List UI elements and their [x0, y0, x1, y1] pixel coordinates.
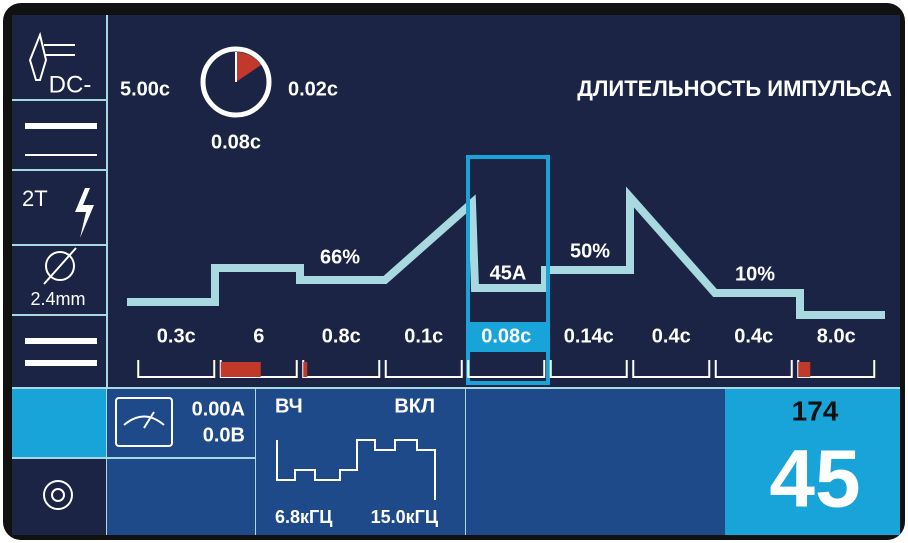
meter-icon [115, 397, 173, 447]
hf-label: ВЧ [275, 395, 303, 417]
value-cell [725, 389, 900, 535]
selection-label-bg [468, 322, 548, 352]
step-label[interactable]: 0.4c [652, 325, 691, 347]
step-bracket [467, 360, 546, 378]
display-top: 174 [792, 395, 839, 426]
step-bracket [137, 360, 216, 378]
hf-cell[interactable] [256, 389, 465, 535]
step-label[interactable]: 0.1c [404, 325, 443, 347]
step-label[interactable]: 0.14c [564, 325, 614, 347]
electrode[interactable]: 2.4mm [30, 289, 85, 309]
step-bracket [714, 360, 793, 378]
hf-state: ВКЛ [394, 395, 435, 417]
diameter-slash [43, 247, 77, 285]
selection [466, 155, 550, 385]
step-label[interactable]: 6 [253, 325, 264, 347]
step-label[interactable]: 0.4c [734, 325, 773, 347]
graph-label: 45A [490, 262, 527, 284]
hf-wave [276, 439, 436, 500]
display-main: 45 [769, 434, 860, 525]
meter-current: 0.00A [192, 398, 245, 420]
step-indicator [303, 362, 308, 377]
sidebar-active[interactable] [12, 388, 107, 458]
mode[interactable]: DC- [49, 71, 92, 98]
meter-voltage: 0.0B [203, 424, 245, 446]
diameter-icon [45, 251, 75, 281]
timer-bottom: 0.08c [211, 131, 261, 153]
process-icon [25, 123, 97, 129]
timer-fill [236, 51, 261, 82]
torch-icon [28, 31, 75, 81]
step-label[interactable]: 0.08c [481, 325, 531, 347]
hf-high: 15.0кГЦ [371, 507, 439, 527]
step-bracket [384, 360, 463, 378]
trigger[interactable]: 2T [22, 186, 48, 211]
timer-right: 0.02c [288, 78, 338, 100]
step-label[interactable]: 0.3c [157, 325, 196, 347]
timer-dial [200, 46, 272, 118]
hf-low: 6.8кГЦ [275, 507, 333, 527]
graph-label: 66% [320, 246, 360, 268]
graph-label: 10% [735, 263, 775, 285]
graph-label: 50% [570, 240, 610, 262]
empty-cell [466, 389, 725, 535]
step-bracket [549, 360, 628, 378]
timer-left: 5.00c [120, 78, 170, 100]
arc-icon [75, 188, 94, 238]
step-bracket [632, 360, 711, 378]
settings-icon[interactable] [43, 480, 73, 510]
waveform [127, 186, 885, 319]
step-indicator [798, 362, 811, 377]
pulse-icon [25, 338, 97, 366]
title: ДЛИТЕЛЬНОСТЬ ИМПУЛЬСА [577, 76, 892, 101]
step-indicator [220, 362, 261, 377]
step-label[interactable]: 0.8c [322, 325, 361, 347]
meter-cell [107, 389, 255, 535]
step-label[interactable]: 8.0c [817, 325, 856, 347]
